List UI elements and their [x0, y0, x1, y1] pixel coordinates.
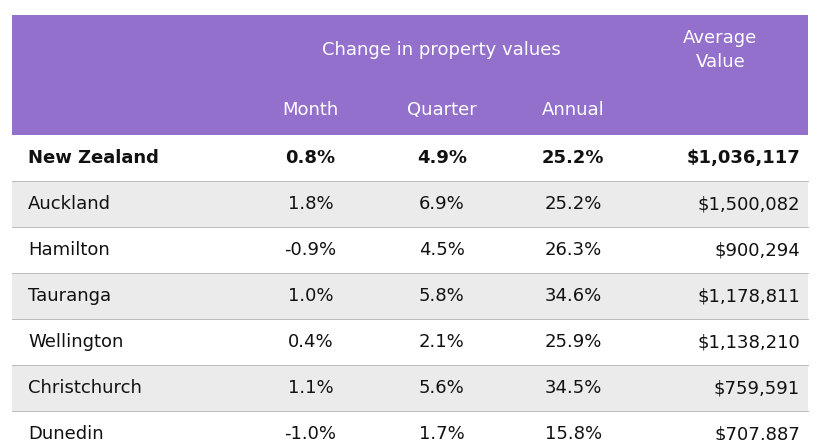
Text: 25.2%: 25.2%	[541, 149, 604, 167]
Text: 1.0%: 1.0%	[287, 287, 333, 305]
Text: Annual: Annual	[541, 101, 604, 119]
Text: $900,294: $900,294	[713, 241, 799, 259]
Text: 0.4%: 0.4%	[287, 333, 333, 351]
Text: Month: Month	[282, 101, 338, 119]
Text: Value: Value	[695, 53, 744, 71]
Text: 25.2%: 25.2%	[544, 195, 601, 213]
Bar	[12, 227, 807, 273]
Text: 1.8%: 1.8%	[287, 195, 333, 213]
Text: 5.6%: 5.6%	[419, 379, 464, 397]
Bar	[12, 411, 807, 440]
Text: Tauranga: Tauranga	[28, 287, 111, 305]
Text: 1.7%: 1.7%	[419, 425, 464, 440]
Text: 2.1%: 2.1%	[419, 333, 464, 351]
Bar	[12, 319, 807, 365]
Text: $1,178,811: $1,178,811	[696, 287, 799, 305]
Text: Christchurch: Christchurch	[28, 379, 142, 397]
Text: Change in property values: Change in property values	[322, 41, 560, 59]
Text: 6.9%: 6.9%	[419, 195, 464, 213]
Text: $759,591: $759,591	[713, 379, 799, 397]
Text: 34.5%: 34.5%	[544, 379, 601, 397]
Bar	[12, 135, 807, 181]
Bar	[12, 181, 807, 227]
Text: -1.0%: -1.0%	[284, 425, 336, 440]
Text: 4.5%: 4.5%	[419, 241, 464, 259]
Text: 0.8%: 0.8%	[285, 149, 335, 167]
Text: 26.3%: 26.3%	[544, 241, 601, 259]
Text: 4.9%: 4.9%	[416, 149, 466, 167]
Text: $1,036,117: $1,036,117	[686, 149, 799, 167]
Text: Wellington: Wellington	[28, 333, 123, 351]
Text: $1,138,210: $1,138,210	[696, 333, 799, 351]
Text: $1,500,082: $1,500,082	[697, 195, 799, 213]
Text: -0.9%: -0.9%	[284, 241, 336, 259]
Text: 34.6%: 34.6%	[544, 287, 601, 305]
Text: 25.9%: 25.9%	[544, 333, 601, 351]
Text: $707,887: $707,887	[713, 425, 799, 440]
Text: Quarter: Quarter	[406, 101, 476, 119]
Text: Average: Average	[682, 29, 757, 47]
Text: New Zealand: New Zealand	[28, 149, 159, 167]
Text: 15.8%: 15.8%	[544, 425, 601, 440]
Bar	[12, 273, 807, 319]
Text: 1.1%: 1.1%	[287, 379, 333, 397]
Bar	[12, 365, 807, 411]
Text: Dunedin: Dunedin	[28, 425, 103, 440]
Text: 5.8%: 5.8%	[419, 287, 464, 305]
Text: Hamilton: Hamilton	[28, 241, 110, 259]
Text: Auckland: Auckland	[28, 195, 111, 213]
Bar	[12, 15, 807, 135]
